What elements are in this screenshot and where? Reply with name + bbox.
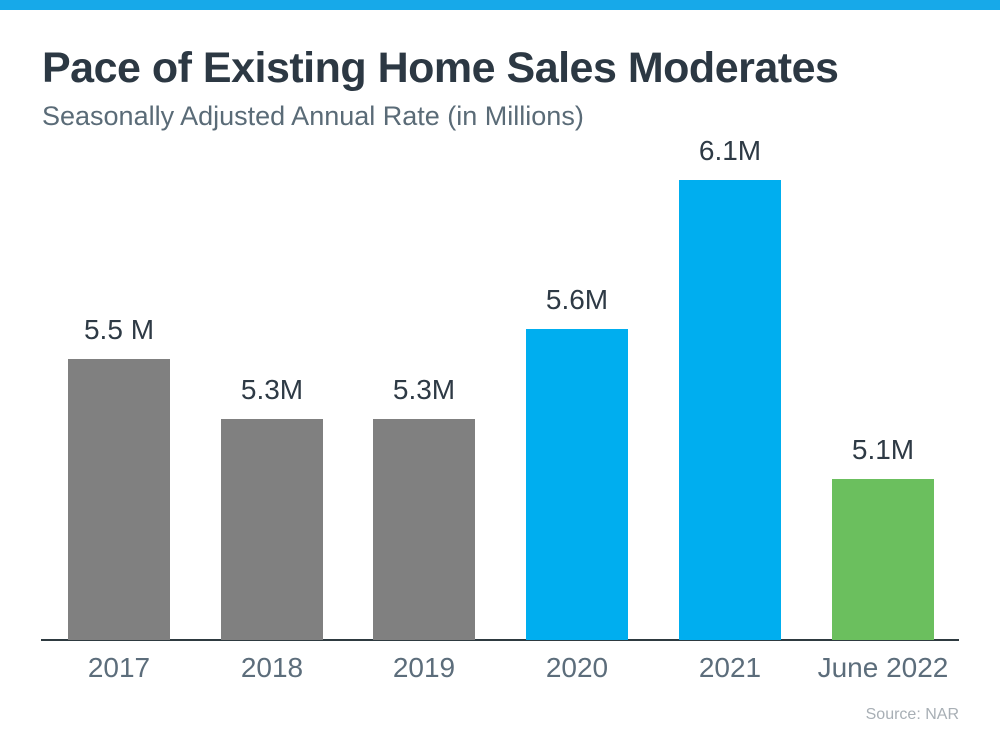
category-label: June 2022 (817, 652, 949, 683)
value-label: 5.3M (240, 374, 304, 405)
category-label: 2017 (87, 652, 151, 683)
value-label: 5.5 M (83, 314, 155, 345)
bar-2020 (526, 329, 628, 640)
category-label: 2020 (545, 652, 609, 683)
bar-2021 (679, 180, 781, 640)
chart-subtitle: Seasonally Adjusted Annual Rate (in Mill… (42, 101, 584, 131)
value-label: 6.1M (698, 135, 762, 166)
category-label: 2021 (698, 652, 762, 683)
top-accent-bar (0, 0, 1000, 10)
value-label: 5.3M (392, 374, 456, 405)
bar-2018 (221, 419, 323, 640)
x-axis-line (41, 639, 959, 641)
category-label: 2018 (240, 652, 304, 683)
bar-june-2022 (832, 479, 934, 640)
bar-2017 (68, 359, 170, 640)
chart-title: Pace of Existing Home Sales Moderates (42, 44, 839, 92)
bar-2019 (373, 419, 475, 640)
category-label: 2019 (392, 652, 456, 683)
value-label: 5.1M (851, 434, 915, 465)
source-note: Source: NAR (865, 706, 959, 723)
value-label: 5.6M (545, 284, 609, 315)
